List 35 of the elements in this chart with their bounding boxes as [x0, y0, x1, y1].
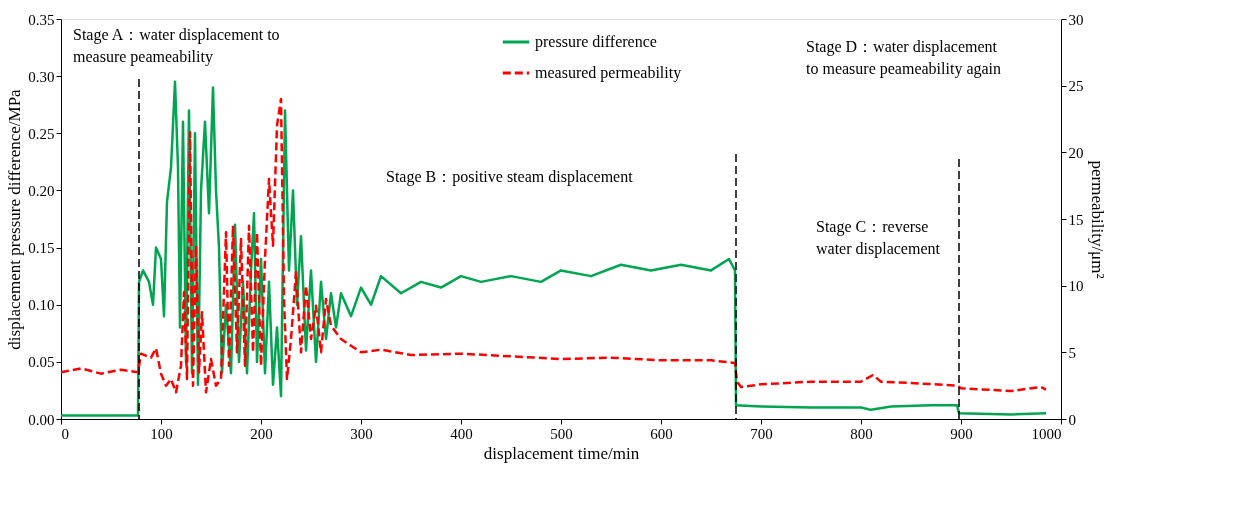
annotation: Stage D：water displacement to measure peameability again	[806, 38, 1002, 78]
x-tick-label: 100	[150, 425, 173, 442]
y-tick-label: 0.00	[28, 411, 55, 428]
x-tick-label: 400	[450, 425, 473, 442]
x-tick-label: 200	[250, 425, 273, 442]
y2-tick-label: 10	[1068, 278, 1084, 295]
x-axis-title: displacement time/min	[483, 443, 640, 463]
annotation: Stage A：water displacement to measure peameability	[73, 26, 280, 66]
x-tick-label: 800	[850, 425, 873, 442]
y-tick-label: 0.05	[28, 354, 55, 371]
y-tick-label: 0.30	[28, 68, 55, 85]
y-tick-label: 0.25	[28, 125, 55, 142]
x-tick-label: 700	[750, 425, 773, 442]
y2-tick-label: 5	[1068, 344, 1076, 361]
x-tick-label: 0	[61, 425, 69, 442]
y-axis-title: displacement pressure difference/MPa	[5, 88, 25, 350]
legend-label: pressure difference	[535, 33, 657, 51]
annotation: Stage B：positive steam displacement	[386, 168, 634, 186]
legend-label: measured permeability	[535, 64, 682, 82]
y-tick-label: 0.20	[28, 182, 55, 199]
y2-axis-title: permeability/μm²	[1087, 160, 1107, 279]
y2-tick-label: 0	[1068, 411, 1076, 428]
x-tick-label: 900	[950, 425, 973, 442]
y2-tick-label: 20	[1068, 144, 1084, 161]
y-tick-label: 0.15	[28, 240, 55, 257]
x-tick-label: 1000	[1031, 425, 1062, 442]
y2-tick-label: 30	[1068, 11, 1084, 28]
y2-tick-label: 25	[1068, 78, 1084, 95]
x-tick-label: 300	[350, 425, 373, 442]
y-tick-label: 0.35	[28, 11, 55, 28]
annotation: Stage C：reverse water displacement	[816, 218, 941, 258]
y2-tick-label: 15	[1068, 211, 1084, 228]
x-tick-label: 500	[550, 425, 573, 442]
y-tick-label: 0.10	[28, 297, 55, 314]
x-tick-label: 600	[650, 425, 673, 442]
